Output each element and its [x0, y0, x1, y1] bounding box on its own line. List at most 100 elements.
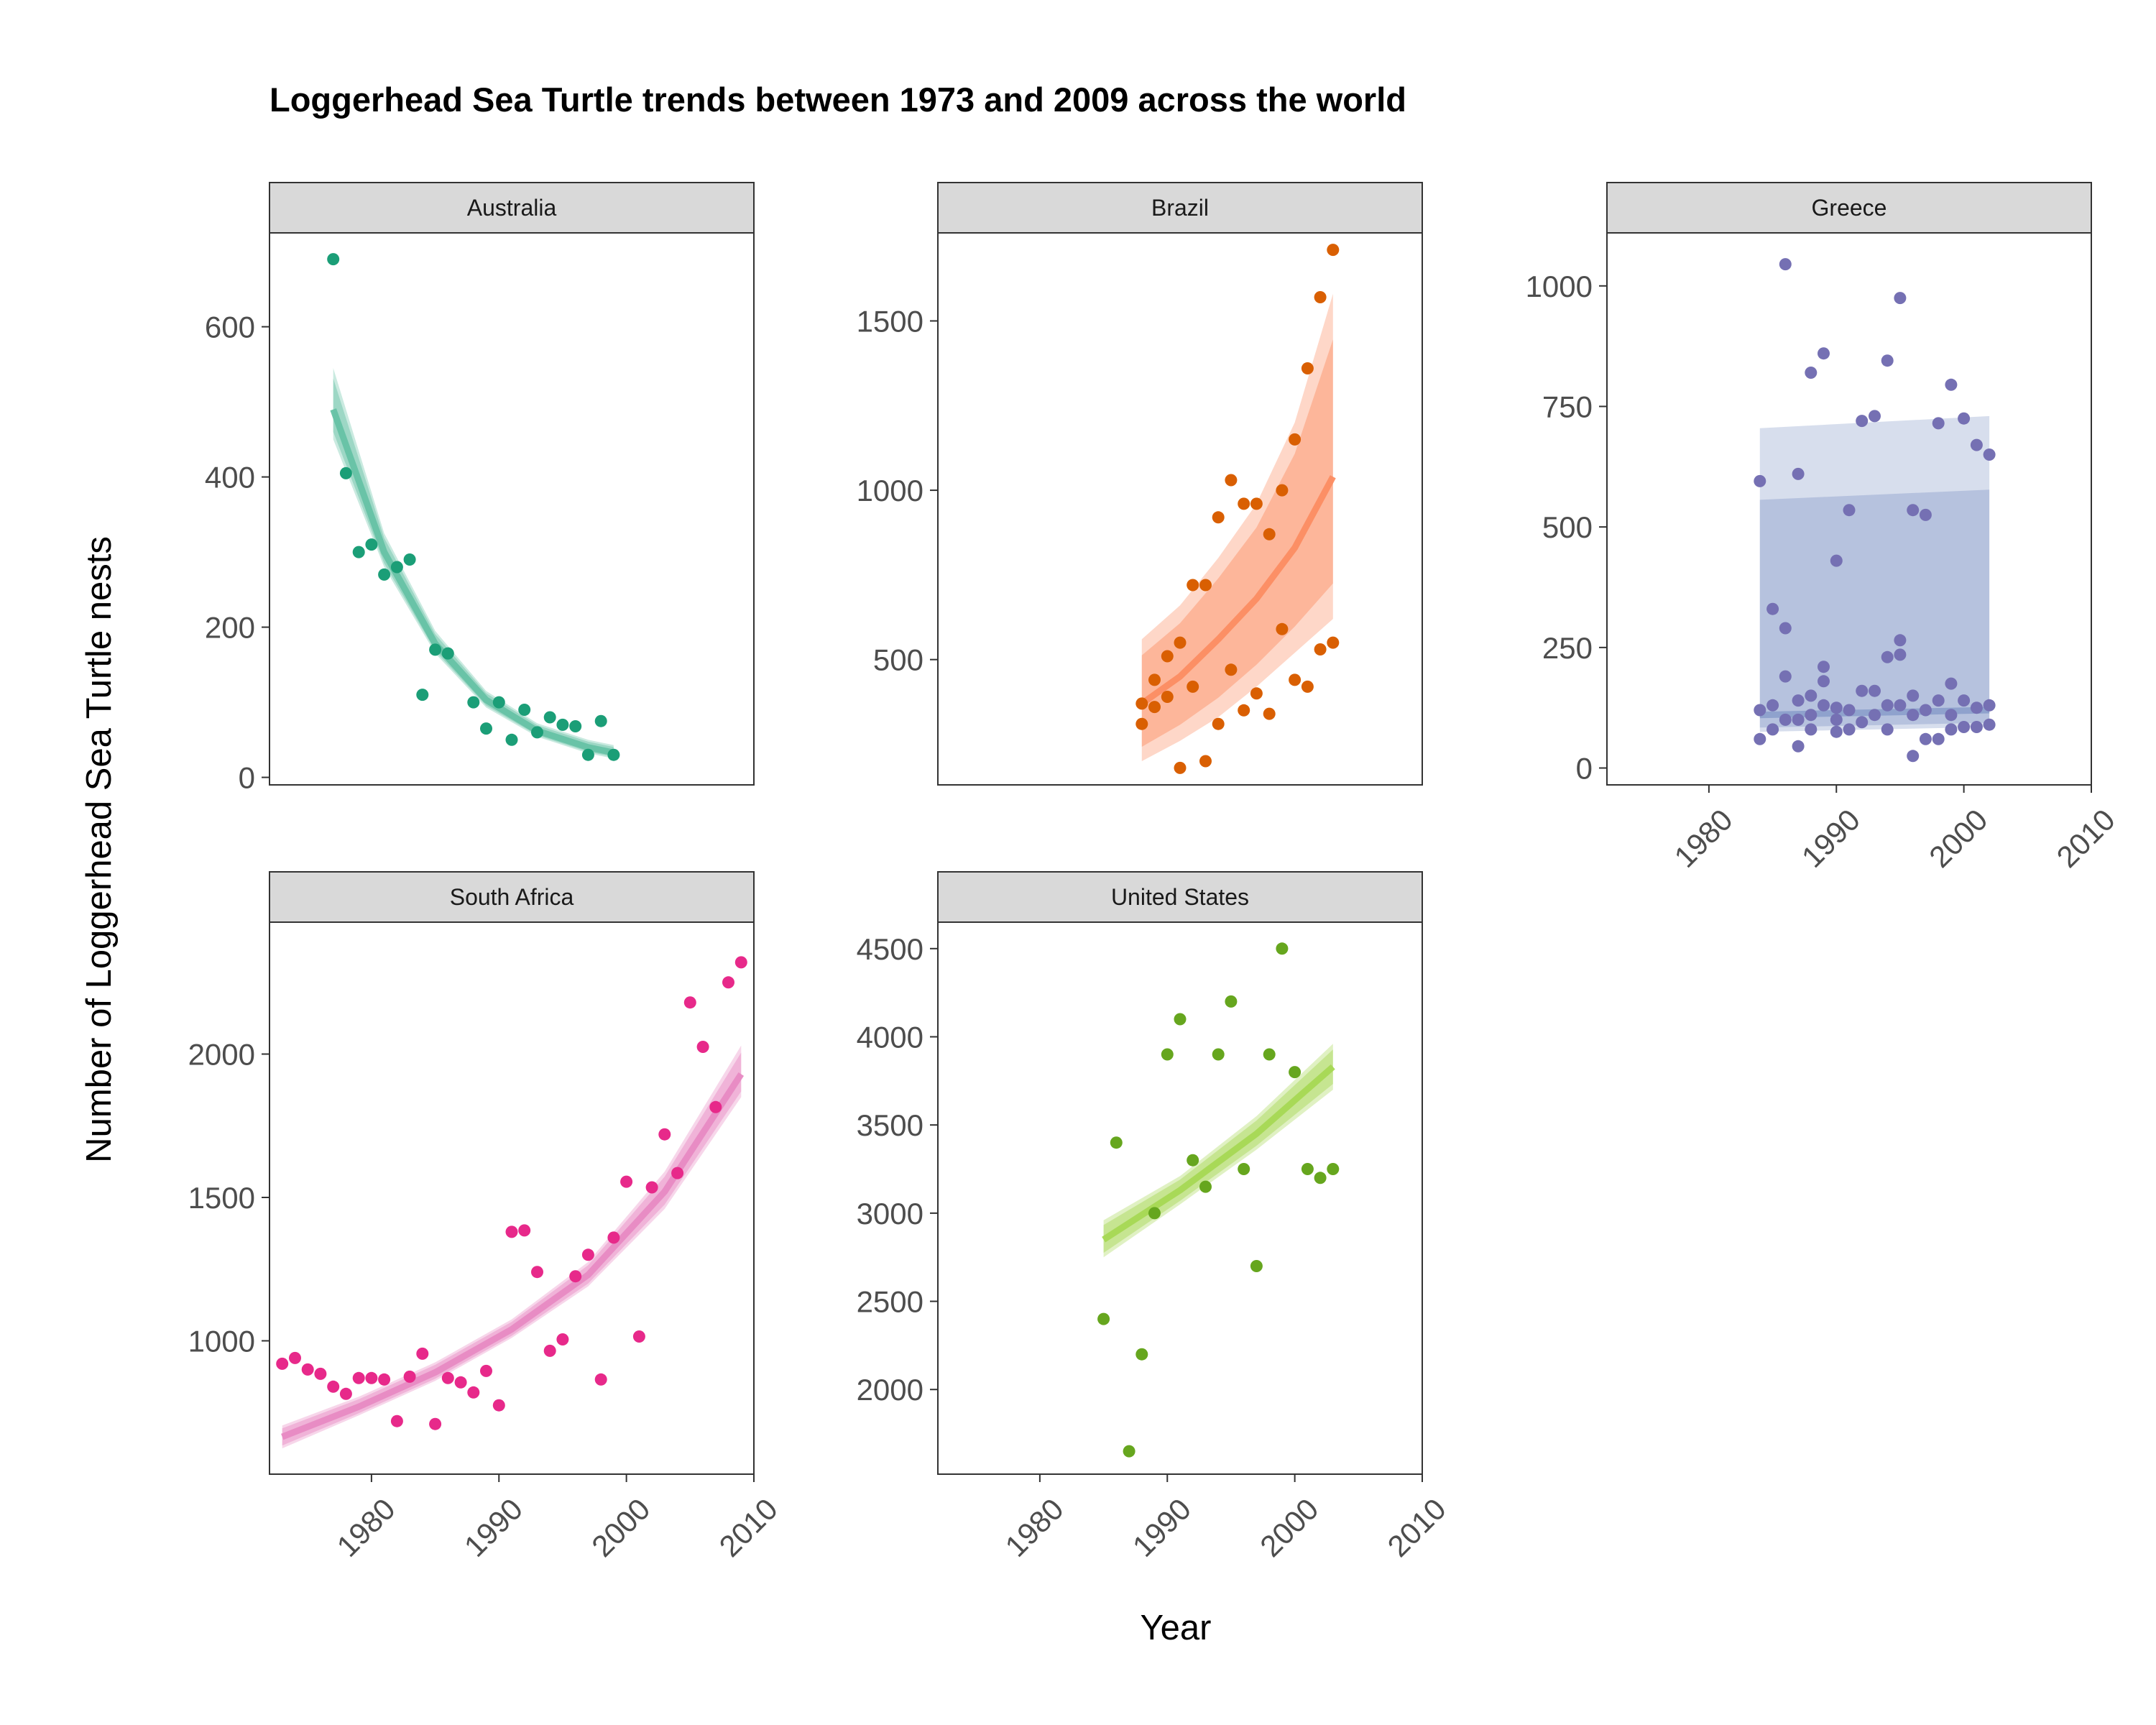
point-greece [1945, 723, 1958, 736]
y-tick-label: 4000 [857, 1020, 923, 1054]
point-united-states [1187, 1154, 1199, 1167]
point-greece [1856, 415, 1869, 428]
point-united-states [1263, 1048, 1276, 1061]
point-greece [1958, 694, 1971, 707]
point-south-africa [441, 1371, 454, 1384]
y-tick-label: 500 [873, 643, 923, 677]
point-greece [1805, 689, 1818, 702]
point-australia [569, 720, 582, 732]
point-south-africa [505, 1225, 518, 1238]
point-south-africa [607, 1231, 620, 1244]
panel-border-united-states [937, 921, 1423, 1475]
point-brazil [1199, 579, 1212, 592]
point-australia [531, 726, 543, 739]
point-south-africa [556, 1333, 569, 1346]
point-greece [1830, 713, 1843, 726]
ribbon-inner-brazil [1141, 339, 1333, 747]
point-greece [1779, 670, 1792, 683]
point-greece [1945, 709, 1958, 722]
point-greece [1805, 709, 1818, 722]
point-south-africa [352, 1371, 365, 1384]
point-greece [1919, 508, 1932, 521]
point-united-states [1161, 1048, 1174, 1061]
trend-line-united-states [1102, 1064, 1335, 1243]
point-south-africa [429, 1417, 442, 1430]
point-greece [1856, 716, 1869, 729]
y-tick-label: 250 [1542, 631, 1593, 665]
point-greece [1830, 725, 1843, 738]
point-greece [1818, 699, 1830, 712]
point-south-africa [722, 976, 734, 989]
facet-panels: Australia 0 200 400 600 Brazil 500 1000 1500 Gree… [188, 182, 2122, 1563]
y-tick-label: 3000 [857, 1197, 923, 1230]
point-united-states [1301, 1163, 1314, 1175]
point-greece [1779, 713, 1792, 726]
strip-south-africa [269, 871, 755, 923]
point-united-states [1199, 1180, 1212, 1193]
y-tick-label: 2000 [857, 1373, 923, 1407]
point-brazil [1238, 704, 1250, 717]
y-tick-label: 1000 [1526, 270, 1593, 303]
point-brazil [1327, 636, 1340, 649]
y-tick-label: 0 [239, 761, 255, 795]
strip-australia [269, 182, 755, 234]
point-greece [1805, 723, 1818, 736]
point-south-africa [709, 1100, 722, 1113]
point-greece [1869, 684, 1881, 697]
panel-border-brazil [937, 232, 1423, 786]
point-south-africa [480, 1364, 492, 1377]
trend-line-brazil [1140, 475, 1336, 707]
ribbon-outer-brazil [1141, 293, 1333, 761]
point-united-states [1276, 942, 1289, 955]
point-south-africa [327, 1380, 340, 1393]
point-greece [1970, 702, 1983, 714]
point-brazil [1263, 528, 1276, 540]
strip-label-greece: Greece [1812, 195, 1887, 221]
point-south-africa [569, 1270, 582, 1283]
point-brazil [1225, 474, 1238, 487]
point-south-africa [543, 1344, 556, 1357]
x-tick-label: 1980 [1667, 803, 1738, 874]
point-australia [327, 253, 340, 266]
point-south-africa [289, 1351, 301, 1364]
point-greece [1818, 675, 1830, 688]
point-australia [390, 561, 403, 574]
strip-label-united-states: United States [1111, 884, 1249, 910]
point-united-states [1212, 1048, 1225, 1061]
point-united-states [1148, 1207, 1161, 1220]
point-brazil [1301, 680, 1314, 693]
point-greece [1919, 704, 1932, 717]
point-south-africa [314, 1367, 327, 1380]
point-australia [339, 466, 352, 479]
point-brazil [1289, 673, 1302, 686]
point-australia [403, 553, 416, 566]
strip-label-brazil: Brazil [1151, 195, 1209, 221]
point-greece [1970, 438, 1983, 451]
point-united-states [1250, 1260, 1263, 1272]
point-south-africa [301, 1363, 314, 1376]
point-australia [365, 538, 378, 551]
y-axis-title: Number of Loggerhead Sea Turtle nests [80, 536, 119, 1163]
point-australia [607, 748, 620, 761]
point-united-states [1174, 1013, 1187, 1026]
plot-area-south-africa [270, 922, 754, 1474]
strip-brazil [937, 182, 1423, 234]
y-tick-label: 3500 [857, 1108, 923, 1142]
point-greece [1881, 699, 1894, 712]
point-greece [1818, 347, 1830, 360]
point-south-africa [581, 1248, 594, 1261]
point-brazil [1289, 433, 1302, 446]
point-greece [1894, 699, 1907, 712]
point-brazil [1314, 291, 1327, 303]
point-brazil [1187, 579, 1199, 592]
point-united-states [1135, 1348, 1148, 1361]
point-brazil [1250, 497, 1263, 510]
x-tick-label: 2000 [1253, 1492, 1325, 1563]
y-tick-label: 2500 [857, 1285, 923, 1319]
point-greece [1856, 684, 1869, 697]
panel-brazil: Brazil 500 1000 1500 [857, 182, 1423, 786]
point-south-africa [492, 1399, 505, 1412]
point-brazil [1212, 511, 1225, 524]
